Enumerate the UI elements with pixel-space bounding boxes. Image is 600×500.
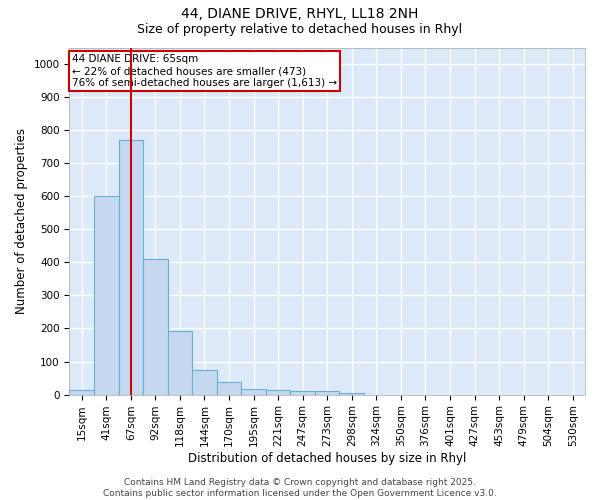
Text: Contains HM Land Registry data © Crown copyright and database right 2025.
Contai: Contains HM Land Registry data © Crown c… [103,478,497,498]
Text: 44, DIANE DRIVE, RHYL, LL18 2NH: 44, DIANE DRIVE, RHYL, LL18 2NH [181,8,419,22]
Bar [241,388,266,394]
Bar [315,390,340,394]
Bar [192,370,217,394]
Bar [290,390,315,394]
Bar [143,259,167,394]
Bar [340,392,364,394]
Bar [217,382,241,394]
Y-axis label: Number of detached properties: Number of detached properties [15,128,28,314]
Text: 44 DIANE DRIVE: 65sqm
← 22% of detached houses are smaller (473)
76% of semi-det: 44 DIANE DRIVE: 65sqm ← 22% of detached … [72,54,337,88]
Bar [94,196,119,394]
X-axis label: Distribution of detached houses by size in Rhyl: Distribution of detached houses by size … [188,452,466,465]
Text: Size of property relative to detached houses in Rhyl: Size of property relative to detached ho… [137,22,463,36]
Bar [266,390,290,394]
Bar [167,331,192,394]
Bar [70,390,94,394]
Bar [119,140,143,394]
